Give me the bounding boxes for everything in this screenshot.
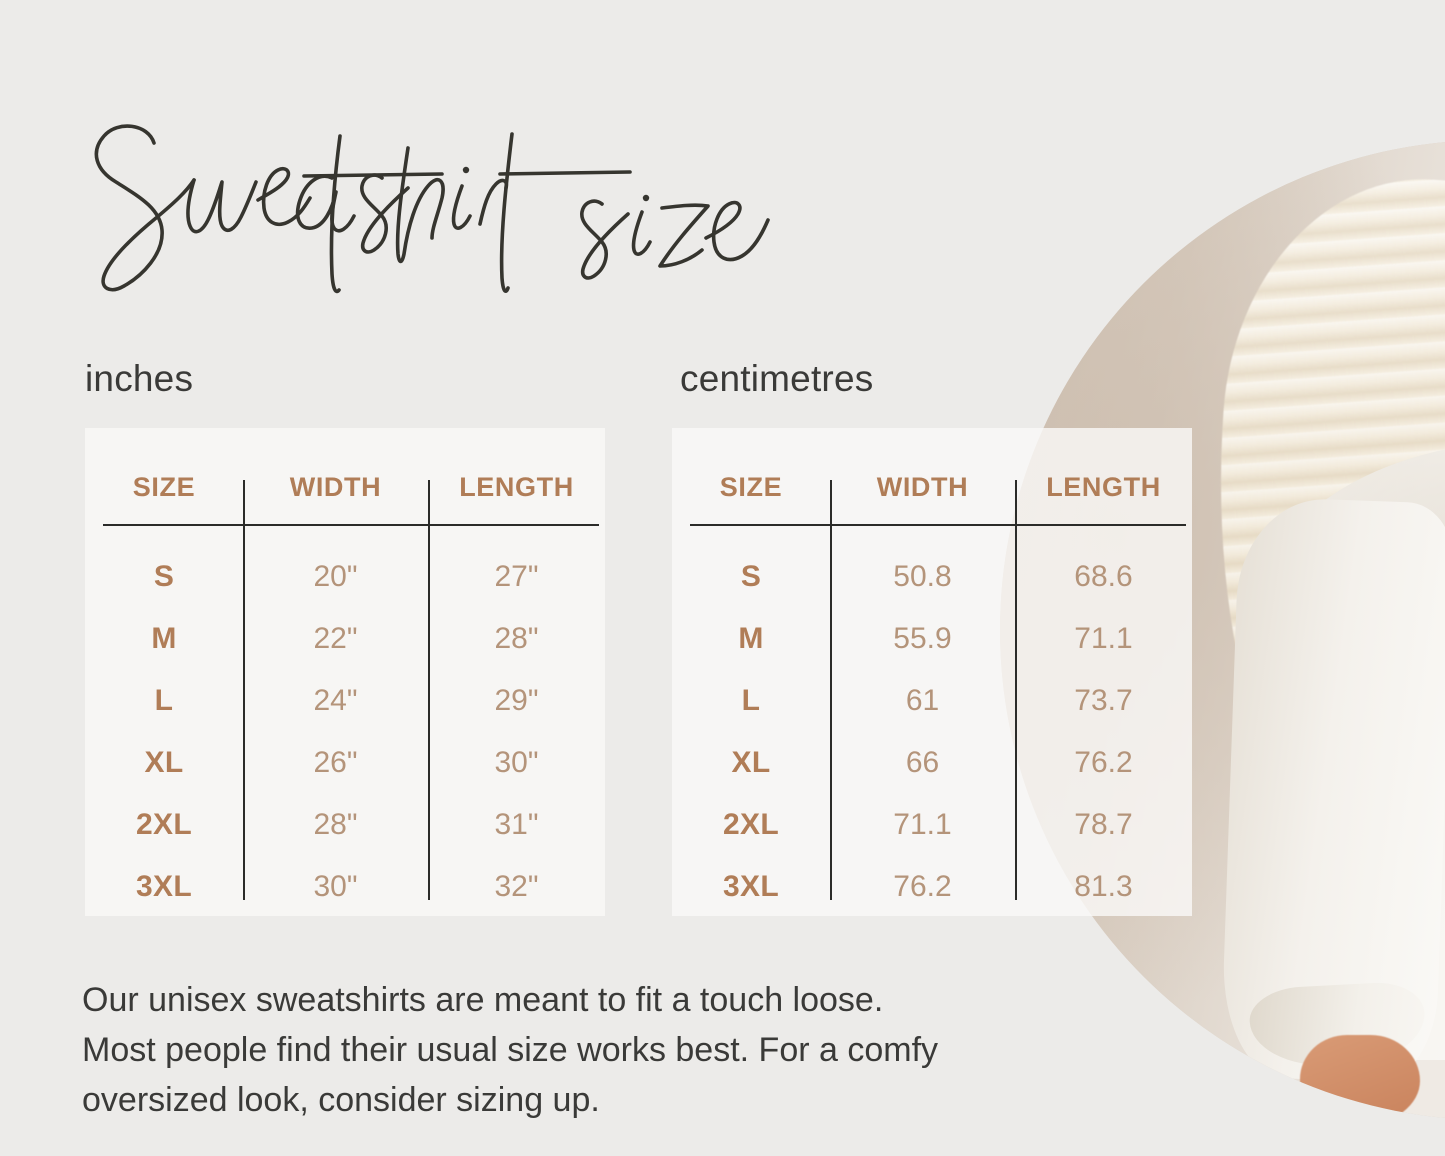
table-row: XL 26" 30" xyxy=(85,732,605,794)
cell-length: 27" xyxy=(494,560,539,593)
cell-length: 78.7 xyxy=(1074,808,1133,841)
fit-note-line-2: Most people find their usual size works … xyxy=(82,1031,939,1069)
cell-length: 76.2 xyxy=(1074,746,1133,779)
table-row: M 55.9 71.1 xyxy=(672,608,1192,670)
cell-size: M xyxy=(151,622,177,655)
size-table-inches: SIZE WIDTH LENGTH S 20" 27" M 22" 28" xyxy=(85,428,605,916)
column-header-width: WIDTH xyxy=(876,471,969,502)
table-row: S 20" 27" xyxy=(85,546,605,608)
cell-width: 76.2 xyxy=(893,870,952,903)
table-row: 3XL 76.2 81.3 xyxy=(672,856,1192,918)
fit-note: Our unisex sweatshirts are meant to fit … xyxy=(82,975,1102,1125)
cell-size: S xyxy=(740,560,762,593)
cell-width: 71.1 xyxy=(893,808,952,841)
table-row: 2XL 71.1 78.7 xyxy=(672,794,1192,856)
table-row: M 22" 28" xyxy=(85,608,605,670)
column-divider xyxy=(1015,480,1017,900)
header-divider xyxy=(103,524,599,526)
cell-length: 30" xyxy=(494,746,539,779)
cell-width: 26" xyxy=(313,746,358,779)
cell-width: 22" xyxy=(313,622,358,655)
cell-length: 73.7 xyxy=(1074,684,1133,717)
cell-width: 20" xyxy=(313,560,358,593)
cell-size: 2XL xyxy=(723,808,779,841)
cell-size: 2XL xyxy=(136,808,192,841)
cell-width: 28" xyxy=(313,808,358,841)
table-row: 3XL 30" 32" xyxy=(85,856,605,918)
cell-size: S xyxy=(153,560,175,593)
column-divider xyxy=(830,480,832,900)
column-divider xyxy=(428,480,430,900)
header-divider xyxy=(690,524,1186,526)
table-row: S 50.8 68.6 xyxy=(672,546,1192,608)
table-header-row-centimetres: SIZE WIDTH LENGTH xyxy=(672,464,1192,510)
column-header-length: LENGTH xyxy=(459,471,574,502)
fit-note-line-1: Our unisex sweatshirts are meant to fit … xyxy=(82,981,884,1019)
table-header-row-inches: SIZE WIDTH LENGTH xyxy=(85,464,605,510)
cell-width: 50.8 xyxy=(893,560,952,593)
table-row: L 61 73.7 xyxy=(672,670,1192,732)
cell-width: 61 xyxy=(905,684,940,717)
cell-length: 32" xyxy=(494,870,539,903)
unit-label-centimetres: centimetres xyxy=(680,358,874,399)
table-row: 2XL 28" 31" xyxy=(85,794,605,856)
photo-background xyxy=(1000,140,1445,1120)
cell-size: 3XL xyxy=(136,870,192,903)
model-hand xyxy=(1300,1035,1420,1120)
cell-size: 3XL xyxy=(723,870,779,903)
fit-note-line-3: oversized look, consider sizing up. xyxy=(82,1081,600,1119)
cell-length: 29" xyxy=(494,684,539,717)
column-header-size: SIZE xyxy=(132,471,196,502)
cell-size: L xyxy=(154,684,174,717)
column-divider xyxy=(243,480,245,900)
cell-size: XL xyxy=(731,746,771,779)
page-title: Sweatshirt size xyxy=(82,108,802,323)
column-header-length: LENGTH xyxy=(1046,471,1161,502)
cell-size: L xyxy=(741,684,761,717)
cell-width: 24" xyxy=(313,684,358,717)
table-row: XL 66 76.2 xyxy=(672,732,1192,794)
column-header-size: SIZE xyxy=(719,471,783,502)
size-table-centimetres: SIZE WIDTH LENGTH S 50.8 68.6 M 55.9 71.… xyxy=(672,428,1192,916)
cell-length: 68.6 xyxy=(1074,560,1133,593)
model-photo-circle xyxy=(1000,140,1445,1120)
table-body-inches: S 20" 27" M 22" 28" L 24" 29" XL 26" xyxy=(85,546,605,918)
cell-size: XL xyxy=(144,746,184,779)
cell-size: M xyxy=(738,622,764,655)
cell-length: 81.3 xyxy=(1074,870,1133,903)
cell-length: 31" xyxy=(494,808,539,841)
cell-width: 30" xyxy=(313,870,358,903)
column-header-width: WIDTH xyxy=(289,471,382,502)
cell-width: 66 xyxy=(905,746,940,779)
cell-length: 71.1 xyxy=(1074,622,1133,655)
unit-label-inches: inches xyxy=(85,358,194,399)
cell-length: 28" xyxy=(494,622,539,655)
table-body-centimetres: S 50.8 68.6 M 55.9 71.1 L 61 73.7 XL 66 xyxy=(672,546,1192,918)
table-row: L 24" 29" xyxy=(85,670,605,732)
cell-width: 55.9 xyxy=(893,622,952,655)
